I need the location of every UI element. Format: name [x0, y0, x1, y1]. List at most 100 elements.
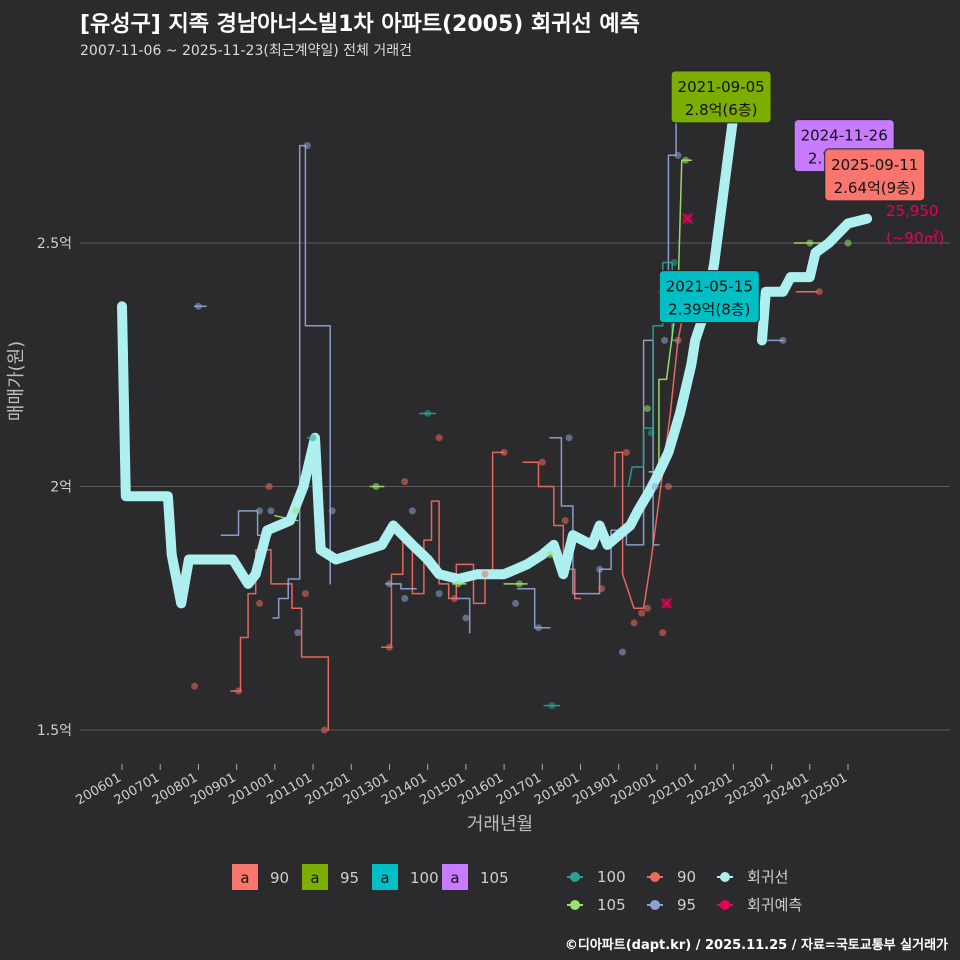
- data-point-90: [630, 619, 638, 627]
- data-point-90: [622, 448, 630, 456]
- data-point-90: [561, 517, 569, 525]
- data-point-90: [664, 483, 672, 490]
- data-point-90: [643, 604, 651, 612]
- callout-labels: 2021-09-052.8억(6층)2024-11-262.7억(4층)2025…: [658, 70, 944, 324]
- data-point-90: [659, 629, 667, 637]
- callout-2021-05-15: 2021-05-15 2.39억(8층): [658, 270, 760, 324]
- callout-box: [824, 148, 926, 202]
- data-point-105: [546, 551, 554, 559]
- data-point-90: [435, 434, 443, 442]
- prediction-x-marker: [681, 213, 694, 225]
- series-line-90: [614, 300, 687, 610]
- prediction-x-marker: [660, 597, 673, 609]
- data-point-105: [372, 483, 380, 490]
- legend-label: 90: [677, 868, 696, 886]
- data-point-105: [643, 405, 651, 413]
- data-point-100: [548, 702, 556, 710]
- callout-date: 2021-09-05: [678, 78, 765, 96]
- data-point-95: [256, 507, 264, 515]
- legend-glyph: a: [450, 869, 459, 887]
- y-tick-label: 2억: [50, 480, 72, 496]
- data-point-90: [235, 687, 243, 695]
- legend-label: 105: [480, 869, 509, 887]
- data-point-90: [674, 336, 682, 344]
- data-point-95: [534, 624, 542, 632]
- series-line-95: [549, 339, 660, 595]
- data-point-90: [256, 599, 264, 607]
- legend-label: 회귀선: [747, 868, 788, 886]
- x-marker-cross: [681, 213, 694, 225]
- data-point-100: [670, 258, 678, 266]
- legend: a 90 a 95 a 100 a 105 100 90 회귀선 105 95 회귀예측: [232, 864, 802, 914]
- legend-glyph: a: [240, 869, 249, 887]
- source-footer: ©디아파트(dapt.kr) / 2025.11.25 / 자료=국토교통부 실…: [564, 938, 948, 953]
- data-point-90: [191, 682, 199, 690]
- legend-swatch: [372, 864, 398, 890]
- data-point-90: [450, 595, 458, 603]
- data-point-90: [401, 478, 409, 486]
- callout-box: [658, 270, 760, 324]
- data-point-105: [682, 156, 690, 164]
- legend-area-95: a 95: [302, 864, 359, 890]
- callout-2025-09-11: 2025-09-11 2.64억(9층): [824, 148, 926, 202]
- data-point-95: [674, 151, 682, 159]
- data-point-105: [515, 580, 523, 588]
- callout-price: 2.39억(8층): [668, 301, 750, 319]
- legend-line-dot: [570, 872, 580, 882]
- data-point-95: [779, 336, 787, 344]
- series-lines: [117, 96, 873, 731]
- legend-line-95: 95: [647, 896, 696, 914]
- legend-label: 95: [340, 869, 359, 887]
- data-point-95: [401, 595, 409, 603]
- legend-area-90: a 90: [232, 864, 289, 890]
- data-point-95: [435, 590, 443, 598]
- callout-2021-09-05: 2021-09-05 2.8억(6층): [670, 70, 772, 124]
- callout-box: [670, 70, 772, 124]
- data-point-90: [385, 643, 393, 651]
- data-point-90: [321, 726, 329, 734]
- series-line-95: [516, 588, 551, 629]
- data-point-95: [328, 507, 336, 515]
- legend-line-dot: [570, 900, 580, 910]
- data-point-105: [292, 507, 300, 515]
- data-point-90: [265, 483, 273, 490]
- series-line-95: [220, 510, 272, 536]
- callout-price: 2.64억(9층): [834, 179, 916, 197]
- legend-line-90: 90: [647, 868, 696, 886]
- trend-line: [757, 213, 873, 346]
- data-point-100: [647, 429, 655, 437]
- data-point-95: [462, 614, 470, 622]
- data-point-95: [619, 648, 627, 656]
- series-line-95: [272, 144, 331, 619]
- legend-swatch: [442, 864, 468, 890]
- legend-area-100: a 100: [372, 864, 439, 890]
- legend-swatch: [232, 864, 258, 890]
- y-tick-label: 1.5억: [37, 723, 72, 739]
- y-axis-title: 매매가(원): [6, 341, 27, 421]
- legend-label: 105: [597, 896, 626, 914]
- legend-line-회귀예측: 회귀예측: [717, 896, 802, 914]
- legend-line-dot: [650, 900, 660, 910]
- data-point-95: [596, 565, 604, 573]
- series-line-95: [455, 597, 471, 634]
- data-point-100: [424, 409, 432, 417]
- data-point-90: [481, 570, 489, 578]
- trend-line: [117, 96, 752, 609]
- prediction-area: (~90㎡): [886, 229, 944, 247]
- data-point-90: [538, 458, 546, 466]
- data-point-95: [512, 599, 520, 607]
- x-marker-cross: [660, 597, 673, 609]
- legend-line-dot: [720, 872, 730, 882]
- series-points: [191, 93, 869, 734]
- legend-label: 100: [597, 868, 626, 886]
- legend-area-105: a 105: [442, 864, 509, 890]
- data-point-105: [806, 239, 814, 247]
- chart-title: [유성구] 지족 경남아너스빌1차 아파트(2005) 회귀선 예측: [80, 12, 640, 37]
- series-line-90: [522, 461, 582, 600]
- legend-line-dot: [720, 900, 730, 910]
- x-axis-title: 거래년월: [467, 814, 533, 835]
- data-point-95: [651, 483, 659, 490]
- legend-line-100: 100: [567, 868, 626, 886]
- data-point-90: [500, 448, 508, 456]
